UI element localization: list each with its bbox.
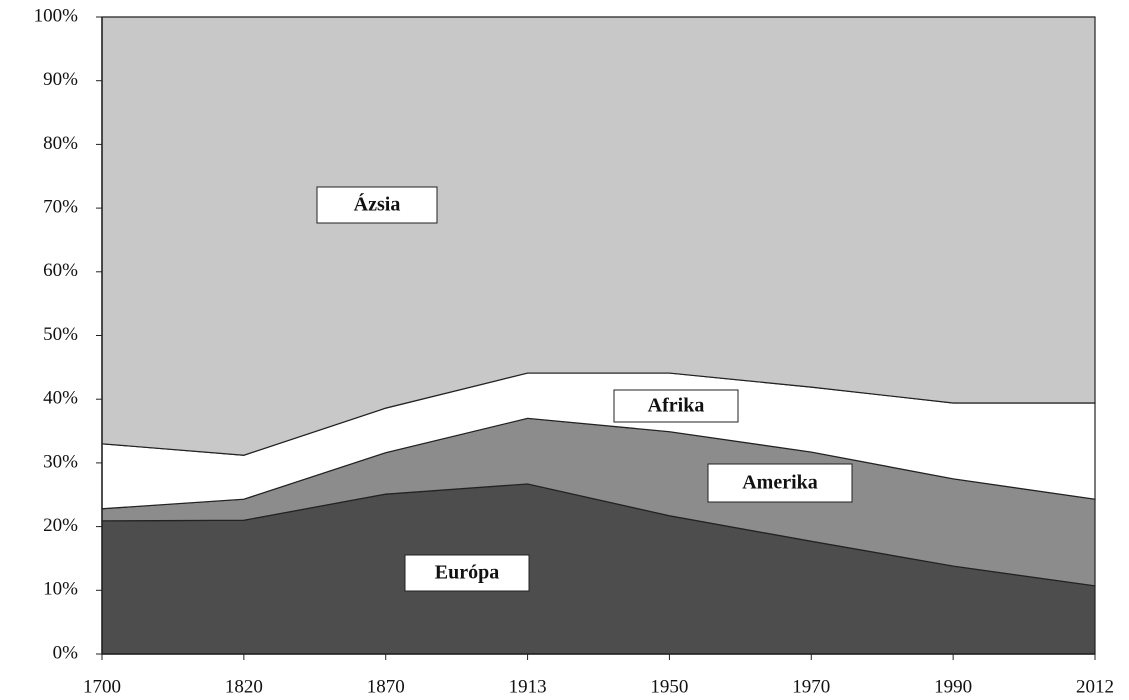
series-label: Amerika bbox=[742, 472, 818, 494]
series-label: Ázsia bbox=[354, 193, 401, 216]
y-tick-label: 90% bbox=[43, 69, 78, 90]
label-box bbox=[707, 463, 853, 503]
y-tick-label: 40% bbox=[43, 388, 78, 409]
x-tick-label: 1990 bbox=[934, 676, 972, 697]
y-tick-label: 60% bbox=[43, 260, 78, 281]
series-label: Afrika bbox=[648, 395, 705, 417]
x-tick-label: 1970 bbox=[792, 676, 830, 697]
y-tick-label: 80% bbox=[43, 133, 78, 154]
label-box bbox=[316, 186, 438, 224]
label-box bbox=[404, 554, 530, 592]
series-label: Európa bbox=[435, 562, 499, 584]
label-box bbox=[613, 389, 739, 423]
x-tick-label: 2012 bbox=[1076, 676, 1114, 697]
y-tick-label: 0% bbox=[53, 642, 79, 663]
y-tick-label: 100% bbox=[34, 5, 79, 26]
y-tick-label: 30% bbox=[43, 451, 78, 472]
y-tick-label: 70% bbox=[43, 196, 78, 217]
x-tick-label: 1913 bbox=[509, 676, 547, 697]
y-tick-label: 50% bbox=[43, 324, 78, 345]
x-tick-label: 1700 bbox=[83, 676, 121, 697]
y-tick-label: 20% bbox=[43, 515, 78, 536]
y-tick-label: 10% bbox=[43, 579, 78, 600]
x-tick-label: 1950 bbox=[650, 676, 688, 697]
x-tick-label: 1820 bbox=[225, 676, 263, 697]
x-tick-label: 1870 bbox=[367, 676, 405, 697]
